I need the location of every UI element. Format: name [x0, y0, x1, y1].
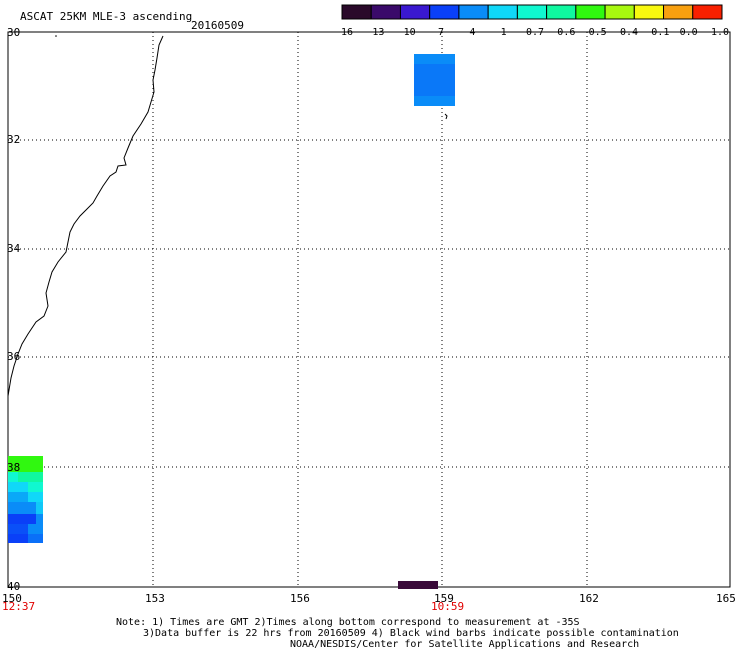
colorbar-label: 0.0: [679, 27, 698, 38]
chart-date: 20160509: [191, 19, 244, 32]
colorbar-label: -16: [334, 27, 354, 38]
colorbar-swatch: [546, 4, 577, 20]
wind-data-cell-bottom: [398, 581, 438, 589]
lon-label-150: 150: [2, 592, 22, 605]
colorbar-swatch: [516, 4, 548, 20]
lon-label-153: 153: [145, 592, 165, 605]
chart-title: ASCAT 25KM MLE-3 ascending: [20, 10, 193, 23]
colorbar-label: -1: [494, 27, 507, 38]
island-mark: [444, 113, 448, 120]
wind-data-cells-left: [8, 456, 43, 543]
colorbar-swatch: [575, 4, 606, 20]
time-label-left: 12:37: [2, 600, 36, 613]
colorbar-label: 1.0: [710, 27, 730, 38]
colorbar-label: -13: [366, 27, 385, 38]
colorbar: [341, 4, 723, 20]
note-line-2: 3)Data buffer is 22 hrs from 20160509 4)…: [143, 628, 679, 639]
longitude-gridlines: [152, 32, 588, 587]
note-line-1: Note: 1) Times are GMT 2)Times along bot…: [116, 617, 580, 628]
latitude-gridlines: [8, 139, 730, 468]
colorbar-swatch: [663, 4, 694, 20]
colorbar-swatch: [458, 4, 489, 20]
coastline: [7, 35, 164, 397]
colorbar-swatch: [604, 4, 635, 20]
colorbar-label: -0.5: [582, 27, 607, 38]
colorbar-label: -0.1: [645, 27, 670, 38]
colorbar-swatch: [370, 4, 401, 20]
colorbar-swatch: [429, 4, 460, 20]
lat-label-34: 34: [7, 242, 21, 255]
lat-label-40: 40: [7, 580, 21, 593]
lon-label-156: 156: [290, 592, 310, 605]
lat-label-38: 38: [7, 461, 21, 474]
lat-label-32: 32: [7, 133, 21, 146]
colorbar-label: -10: [397, 27, 416, 38]
colorbar-label: -0.4: [613, 27, 639, 38]
lat-label-30: 30: [7, 26, 21, 39]
lon-label-165: 165: [716, 592, 736, 605]
note-line-3: NOAA/NESDIS/Center for Satellite Applica…: [290, 639, 640, 650]
lon-label-159: 159: [434, 592, 454, 605]
colorbar-swatch: [341, 4, 372, 20]
colorbar-swatch: [399, 4, 431, 20]
colorbar-label: -0.6: [551, 27, 576, 38]
lat-label-36: 36: [7, 350, 21, 363]
wind-data-cells-top: [414, 54, 455, 106]
corner-tick-mark: [55, 35, 57, 37]
colorbar-swatch: [487, 4, 518, 20]
time-label-mid: 10:59: [431, 600, 465, 613]
plot-frame: [7, 31, 731, 588]
lon-label-162: 162: [579, 592, 599, 605]
colorbar-label: -7: [431, 27, 445, 38]
colorbar-label: -4: [463, 27, 476, 38]
colorbar-swatch: [692, 4, 723, 20]
colorbar-swatch: [633, 4, 665, 20]
colorbar-label: -0.7: [519, 27, 545, 38]
